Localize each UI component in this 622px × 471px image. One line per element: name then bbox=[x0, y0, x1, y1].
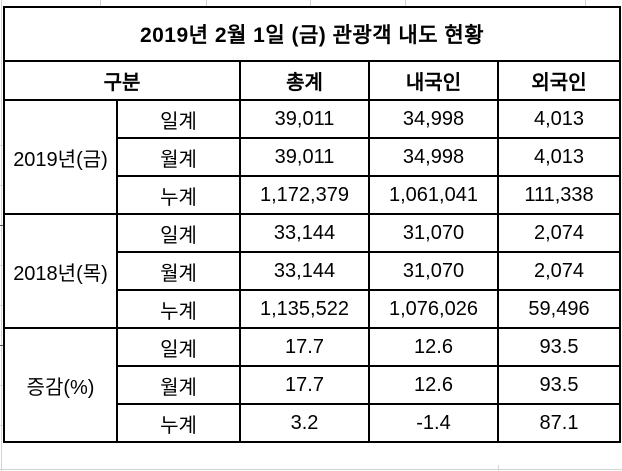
value-cell: 34,998 bbox=[368, 99, 499, 139]
table-row: 누계 1,172,379 1,061,041 111,338 bbox=[4, 175, 621, 215]
gridline-left bbox=[1, 0, 2, 471]
header-domestic: 내국인 bbox=[368, 60, 499, 101]
gridline-tick-top bbox=[100, 0, 101, 6]
gridline-tick-bottom bbox=[498, 465, 499, 471]
value-cell: 1,061,041 bbox=[368, 175, 499, 215]
row-label-daily: 일계 bbox=[116, 99, 241, 139]
row-label-monthly: 월계 bbox=[116, 251, 241, 291]
value-cell: 31,070 bbox=[368, 213, 499, 253]
gridline-tick-left bbox=[0, 345, 4, 346]
value-cell: 17.7 bbox=[239, 365, 370, 405]
value-cell: 59,496 bbox=[497, 289, 621, 329]
value-cell: 1,172,379 bbox=[239, 175, 370, 215]
value-cell: -1.4 bbox=[368, 403, 499, 443]
row-label-cumulative: 누계 bbox=[116, 289, 241, 329]
header-total: 총계 bbox=[239, 60, 370, 101]
value-cell: 12.6 bbox=[368, 327, 499, 367]
row-label-cumulative: 누계 bbox=[116, 403, 241, 443]
value-cell: 33,144 bbox=[239, 251, 370, 291]
value-cell: 4,013 bbox=[497, 137, 621, 177]
value-cell: 39,011 bbox=[239, 137, 370, 177]
gridline-tick-left bbox=[0, 185, 4, 186]
table-row: 누계 1,135,522 1,076,026 59,496 bbox=[4, 289, 621, 329]
value-cell: 2,074 bbox=[497, 213, 621, 253]
table-row: 월계 33,144 31,070 2,074 bbox=[4, 251, 621, 291]
table-row: 2018년(목) 일계 33,144 31,070 2,074 bbox=[3, 213, 621, 329]
table-row: 월계 17.7 12.6 93.5 bbox=[4, 365, 621, 405]
table-row: 월계 39,011 34,998 4,013 bbox=[4, 137, 621, 177]
value-cell: 1,076,026 bbox=[368, 289, 499, 329]
gridline-tick-top bbox=[405, 0, 406, 6]
value-cell: 31,070 bbox=[368, 251, 499, 291]
row-label-cumulative: 누계 bbox=[116, 175, 241, 215]
value-cell: 34,998 bbox=[368, 137, 499, 177]
group-label-change: 증감(%) bbox=[3, 327, 118, 443]
table-row: 누계 3.2 -1.4 87.1 bbox=[4, 403, 621, 443]
row-label-daily: 일계 bbox=[116, 327, 241, 367]
value-cell: 87.1 bbox=[497, 403, 621, 443]
group-label-2019: 2019년(금) bbox=[3, 99, 118, 215]
table-row: 구분 총계 내국인 외국인 bbox=[3, 60, 621, 101]
gridline-tick-left bbox=[0, 425, 4, 426]
page-title: 2019년 2월 1일 (금) 관광객 내도 현황 bbox=[3, 6, 621, 62]
row-label-monthly: 월계 bbox=[116, 365, 241, 405]
value-cell: 2,074 bbox=[497, 251, 621, 291]
value-cell: 93.5 bbox=[497, 365, 621, 405]
row-label-daily: 일계 bbox=[116, 213, 241, 253]
table-row: 2019년(금) 일계 39,011 34,998 4,013 bbox=[3, 99, 621, 215]
gridline-bottom bbox=[0, 469, 622, 470]
gridline-tick-left bbox=[0, 145, 4, 146]
value-cell: 93.5 bbox=[497, 327, 621, 367]
header-foreign: 외국인 bbox=[497, 60, 621, 101]
row-label-monthly: 월계 bbox=[116, 137, 241, 177]
table-row: 2019년 2월 1일 (금) 관광객 내도 현황 bbox=[3, 6, 621, 62]
value-cell: 4,013 bbox=[497, 99, 621, 139]
value-cell: 3.2 bbox=[239, 403, 370, 443]
table-row: 증감(%) 일계 17.7 12.6 93.5 bbox=[3, 327, 621, 443]
value-cell: 1,135,522 bbox=[239, 289, 370, 329]
value-cell: 111,338 bbox=[497, 175, 621, 215]
tourist-arrivals-table: 2019년 2월 1일 (금) 관광객 내도 현황 구분 총계 내국인 외국인 … bbox=[3, 6, 621, 443]
gridline-tick-top bbox=[310, 0, 311, 6]
gridline-tick-left bbox=[0, 305, 4, 306]
value-cell: 39,011 bbox=[239, 99, 370, 139]
header-gubun: 구분 bbox=[3, 60, 241, 101]
value-cell: 17.7 bbox=[239, 327, 370, 367]
gridline-tick-left bbox=[0, 265, 4, 266]
gridline-tick-top bbox=[206, 0, 207, 6]
value-cell: 33,144 bbox=[239, 213, 370, 253]
gridline-tick-left bbox=[0, 225, 4, 226]
group-label-2018: 2018년(목) bbox=[3, 213, 118, 329]
gridline-tick-top bbox=[585, 0, 586, 6]
gridline-tick-left bbox=[0, 385, 4, 386]
value-cell: 12.6 bbox=[368, 365, 499, 405]
